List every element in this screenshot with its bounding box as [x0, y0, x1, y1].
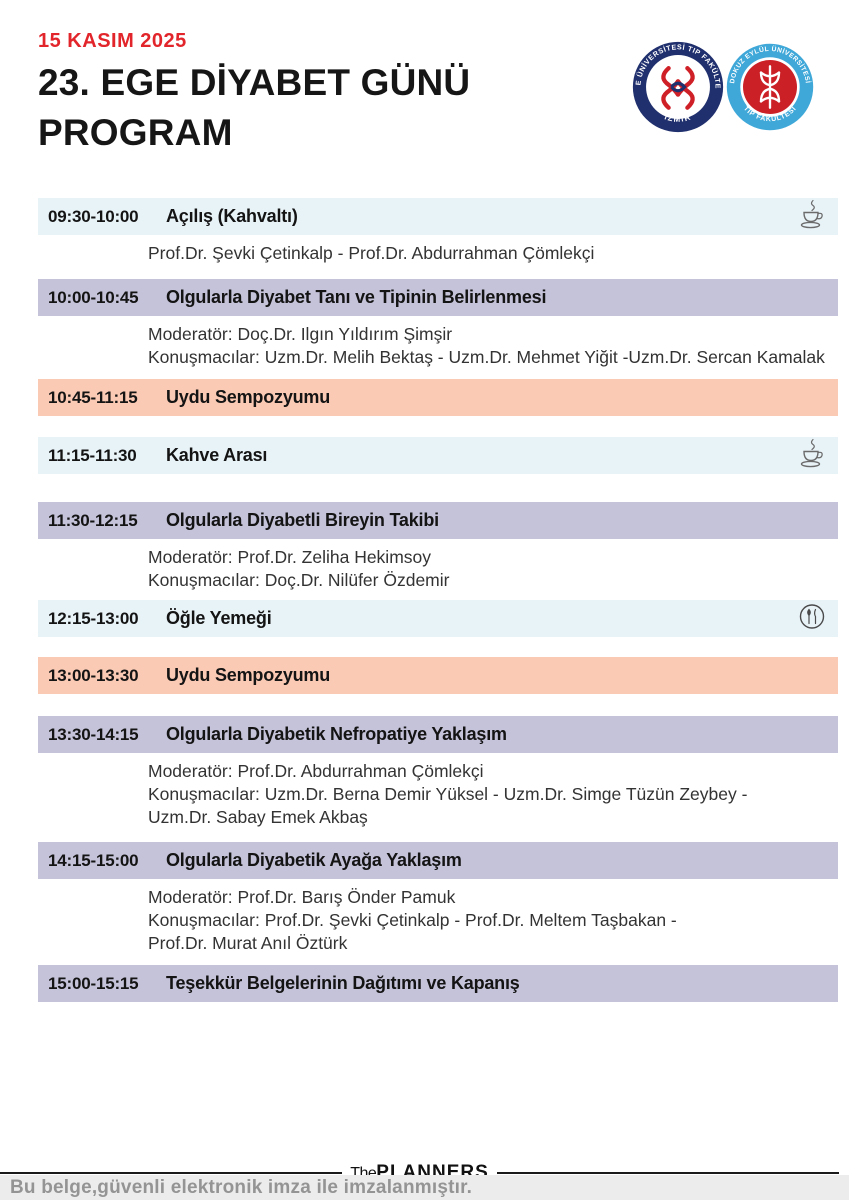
svg-text:İZMİR: İZMİR — [663, 112, 692, 123]
schedule-slot: 12:15-13:00 Öğle Yemeği — [38, 600, 838, 637]
session-title: Öğle Yemeği — [166, 608, 272, 628]
ege-university-logo: EGE ÜNİVERSİTESİ TIP FAKÜLTESİ İZMİR — [631, 40, 724, 133]
footer-rule-right — [496, 1172, 839, 1174]
session-row-takip: 11:30-12:15 Olgularla Diyabetli Bireyin … — [38, 502, 838, 539]
session-title: Olgularla Diyabetik Nefropatiye Yaklaşım — [166, 724, 507, 744]
session-row-lunch: 12:15-13:00 Öğle Yemeği — [38, 600, 838, 637]
session-title: Uydu Sempozyumu — [166, 387, 331, 407]
session-title: Olgularla Diyabetli Bireyin Takibi — [166, 510, 439, 530]
session-title: Teşekkür Belgelerinin Dağıtımı ve Kapanı… — [166, 973, 520, 993]
schedule-slot: 15:00-15:15 Teşekkür Belgelerinin Dağıtı… — [38, 965, 838, 1002]
session-speakers-cont: Prof.Dr. Murat Anıl Öztürk — [148, 933, 348, 953]
session-time: 10:45-11:15 — [48, 387, 138, 407]
coffee-icon — [796, 198, 826, 235]
session-row-tani: 10:00-10:45 Olgularla Diyabet Tanı ve Ti… — [38, 279, 838, 316]
university-logos: EGE ÜNİVERSİTESİ TIP FAKÜLTESİ İZMİR — [631, 40, 815, 134]
session-title: Uydu Sempozyumu — [166, 665, 331, 685]
schedule-slot: 09:30-10:00 Açılış (Kahvaltı) Prof.Dr. Ş… — [38, 198, 838, 265]
session-time: 11:15-11:30 — [48, 445, 137, 465]
session-details: Prof.Dr. Şevki Çetinkalp - Prof.Dr. Abdu… — [148, 242, 838, 265]
deu-logo-knot-emblem — [759, 65, 781, 109]
schedule-slot: 10:00-10:45 Olgularla Diyabet Tanı ve Ti… — [38, 279, 838, 369]
schedule-slot: 13:00-13:30 Uydu Sempozyumu — [38, 657, 838, 694]
footer-rule-left — [0, 1172, 343, 1174]
page-title: 23. EGE DİYABET GÜNÜ PROGRAM — [38, 58, 815, 158]
event-date: 15 KASIM 2025 — [38, 30, 187, 52]
session-time: 12:15-13:00 — [48, 608, 139, 628]
schedule-slot: 10:45-11:15 Uydu Sempozyumu — [38, 379, 838, 416]
header: 15 KASIM 2025 23. EGE DİYABET GÜNÜ PROGR… — [38, 28, 815, 158]
schedule-slot: 13:30-14:15 Olgularla Diyabetik Nefropat… — [38, 716, 838, 829]
session-moderator: Moderatör: Prof.Dr. Zeliha Hekimsoy — [148, 547, 432, 567]
session-title: Olgularla Diyabetik Ayağa Yaklaşım — [166, 850, 462, 870]
session-row-closing: 15:00-15:15 Teşekkür Belgelerinin Dağıtı… — [38, 965, 838, 1002]
session-details: Moderatör: Doç.Dr. Ilgın Yıldırım Şimşir… — [148, 323, 838, 369]
session-title: Olgularla Diyabet Tanı ve Tipinin Belirl… — [166, 287, 547, 307]
session-row-satellite-1: 10:45-11:15 Uydu Sempozyumu — [38, 379, 838, 416]
schedule-slot: 14:15-15:00 Olgularla Diyabetik Ayağa Ya… — [38, 842, 838, 955]
session-time: 13:30-14:15 — [48, 724, 139, 744]
session-time: 15:00-15:15 — [48, 973, 139, 993]
coffee-icon — [796, 437, 826, 474]
lunch-icon — [798, 602, 826, 635]
session-details: Moderatör: Prof.Dr. Barış Önder Pamuk Ko… — [148, 886, 838, 955]
page-title-line2: PROGRAM — [38, 112, 233, 153]
session-title: Kahve Arası — [166, 445, 268, 465]
session-moderator: Moderatör: Prof.Dr. Barış Önder Pamuk — [148, 887, 456, 907]
schedule-slot: 11:15-11:30 Kahve Arası — [38, 437, 838, 474]
session-speakers: Konuşmacılar: Doç.Dr. Nilüfer Özdemir — [148, 570, 450, 590]
session-speakers: Konuşmacılar: Prof.Dr. Şevki Çetinkalp -… — [148, 910, 677, 930]
signature-bar: Bu belge,güvenli elektronik imza ile imz… — [0, 1175, 849, 1200]
schedule-slot: 11:30-12:15 Olgularla Diyabetli Bireyin … — [38, 502, 838, 592]
ege-logo-city-text: İZMİR — [663, 112, 691, 123]
session-time: 11:30-12:15 — [48, 510, 138, 530]
page-title-line1: 23. EGE DİYABET GÜNÜ — [38, 62, 471, 103]
session-speakers: Konuşmacılar: Uzm.Dr. Melih Bektaş - Uzm… — [148, 347, 825, 367]
session-details: Moderatör: Prof.Dr. Abdurrahman Çömlekçi… — [148, 760, 838, 829]
schedule: 09:30-10:00 Açılış (Kahvaltı) Prof.Dr. Ş… — [38, 198, 838, 1002]
session-row-satellite-2: 13:00-13:30 Uydu Sempozyumu — [38, 657, 838, 694]
session-time: 13:00-13:30 — [48, 665, 139, 685]
session-time: 09:30-10:00 — [48, 206, 139, 226]
session-speakers: Prof.Dr. Şevki Çetinkalp - Prof.Dr. Abdu… — [148, 243, 595, 263]
dokuz-eylul-university-logo: DOKUZ EYLÜL ÜNİVERSİTESİ TIP FAKÜLTESİ — [726, 43, 814, 131]
session-moderator: Moderatör: Prof.Dr. Abdurrahman Çömlekçi — [148, 761, 484, 781]
session-row-ayak: 14:15-15:00 Olgularla Diyabetik Ayağa Ya… — [38, 842, 838, 879]
session-row-coffee-break: 11:15-11:30 Kahve Arası — [38, 437, 838, 474]
session-moderator: Moderatör: Doç.Dr. Ilgın Yıldırım Şimşir — [148, 324, 453, 344]
session-title: Açılış (Kahvaltı) — [166, 206, 298, 226]
session-speakers-cont: Uzm.Dr. Sabay Emek Akbaş — [148, 807, 368, 827]
ege-logo-eye-motif — [670, 81, 687, 93]
session-row-nefropati: 13:30-14:15 Olgularla Diyabetik Nefropat… — [38, 716, 838, 753]
session-speakers: Konuşmacılar: Uzm.Dr. Berna Demir Yüksel… — [148, 784, 748, 804]
signature-note: Bu belge,güvenli elektronik imza ile imz… — [10, 1176, 473, 1198]
session-time: 14:15-15:00 — [48, 850, 139, 870]
session-time: 10:00-10:45 — [48, 287, 139, 307]
session-row-opening: 09:30-10:00 Açılış (Kahvaltı) — [38, 198, 838, 235]
session-details: Moderatör: Prof.Dr. Zeliha Hekimsoy Konu… — [148, 546, 838, 592]
